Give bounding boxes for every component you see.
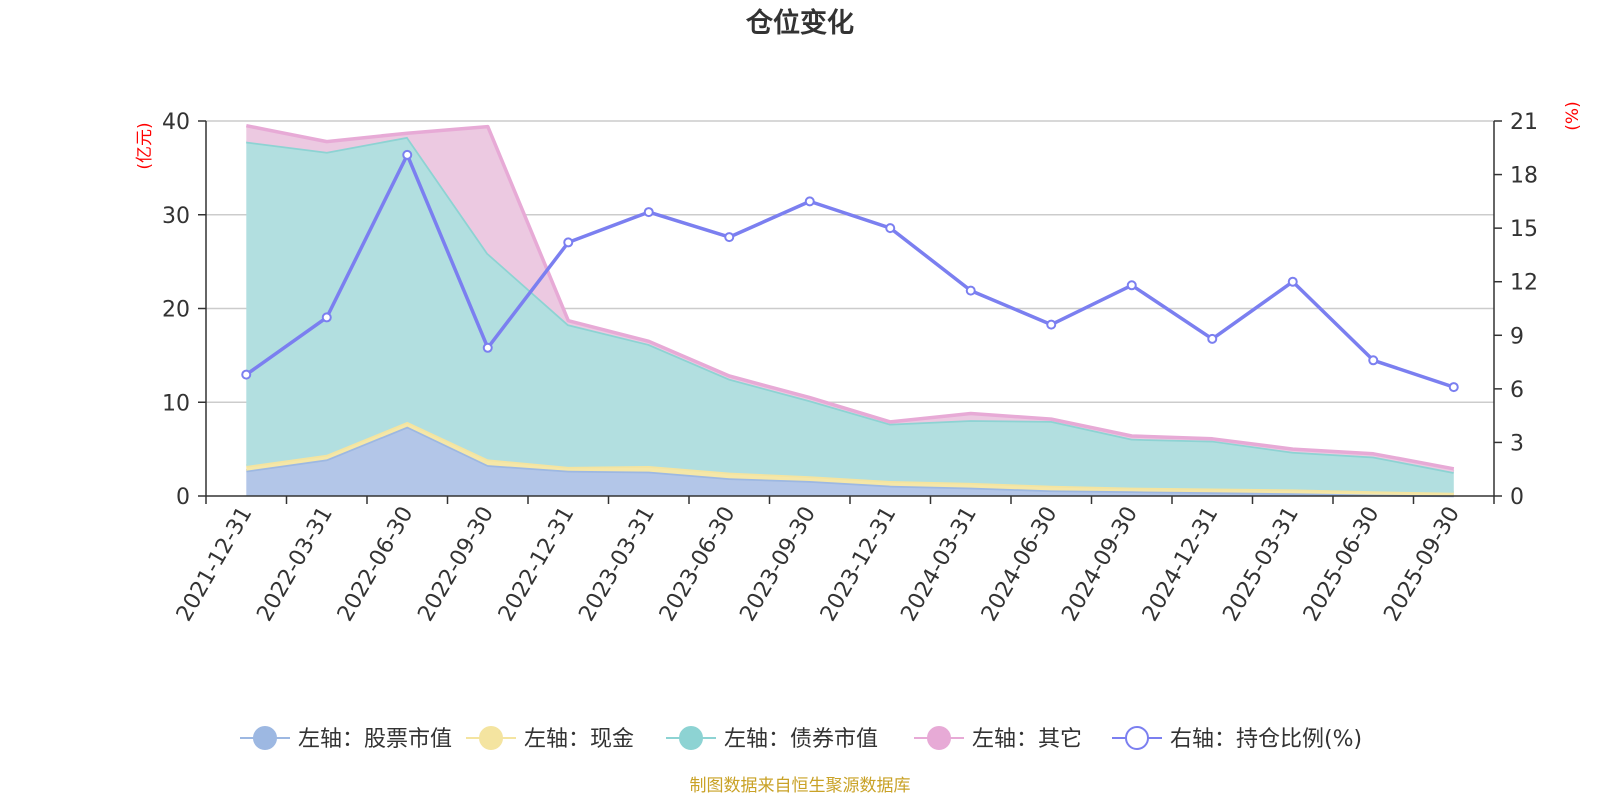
legend-label: 左轴：现金 [524,727,634,752]
ratio-point [1126,280,1137,291]
left-tick-label: 10 [162,391,190,416]
ratio-point [724,232,735,243]
right-tick-label: 6 [1510,378,1524,403]
x-tick-label: 2025-03-31 [1218,503,1304,626]
x-tick-label: 2025-09-30 [1379,503,1465,626]
legend-marker [927,726,951,750]
ratio-point [885,223,896,234]
x-tick-label: 2022-09-30 [413,503,499,626]
chart-title: 仓位变化 [745,7,854,39]
right-tick-label: 15 [1510,217,1538,242]
legend-label: 左轴：其它 [972,727,1082,752]
right-tick-label: 18 [1510,164,1538,189]
ratio-point [1448,382,1459,393]
area-1 [246,421,1454,496]
ratio-point [482,342,493,353]
right-tick-label: 0 [1510,485,1524,510]
legend: 左轴：股票市值 左轴：现金 左轴：债券市值 左轴：其它 右轴：持仓比例(%) [240,726,1362,752]
ratio-point [563,237,574,248]
ratio-point [1046,319,1057,330]
area-edge-3 [245,123,1455,471]
legend-label: 左轴：股票市值 [298,727,452,752]
legend-marker [253,726,277,750]
x-tick-label: 2023-12-31 [816,503,902,626]
x-tick-label: 2022-12-31 [494,503,580,626]
legend-item-2: 左轴：债券市值 [666,726,878,752]
x-tick-label: 2023-09-30 [735,503,821,626]
left-tick-label: 40 [162,110,190,135]
ratio-point [1207,333,1218,344]
x-tick-label: 2024-06-30 [977,503,1063,626]
x-tick-label: 2024-09-30 [1057,503,1143,626]
stacked-areas [245,123,1455,498]
left-tick-label: 0 [176,485,190,510]
right-axis-unit: (%) [1563,101,1583,130]
legend-item-0: 左轴：股票市值 [240,726,452,752]
ratio-point [402,149,413,160]
right-tick-label: 21 [1510,110,1538,135]
x-tick-label: 2023-06-30 [655,503,741,626]
left-axis-unit: (亿元) [135,122,155,169]
x-tick-label: 2023-03-31 [574,503,660,626]
legend-label: 右轴：持仓比例(%) [1170,727,1362,752]
ratio-point [321,312,332,323]
ratio-point [965,285,976,296]
x-tick-label: 2022-03-31 [252,503,338,626]
left-tick-label: 30 [162,204,190,229]
left-tick-label: 20 [162,298,190,323]
ratio-line-path [245,153,1455,389]
ratio-point [241,369,252,380]
ratio-point [1287,276,1298,287]
area-2 [246,136,1454,493]
right-tick-label: 9 [1510,324,1524,349]
legend-marker [479,726,503,750]
ratio-point [1368,355,1379,366]
right-tick-label: 12 [1510,271,1538,296]
source-note: 制图数据来自恒生聚源数据库 [690,776,911,796]
x-tick-label: 2021-12-31 [172,503,258,626]
legend-marker [1125,726,1149,750]
holding-ratio-line [241,149,1459,393]
legend-item-3: 左轴：其它 [914,726,1082,752]
legend-item-4: 右轴：持仓比例(%) [1112,726,1362,752]
x-tick-label: 2024-03-31 [896,503,982,626]
x-tick-label: 2022-06-30 [333,503,419,626]
x-tick-label: 2024-12-31 [1138,503,1224,626]
legend-marker [679,726,703,750]
ratio-point [643,207,654,218]
legend-label: 左轴：债券市值 [724,727,878,752]
ratio-point [804,196,815,207]
x-tick-label: 2025-06-30 [1299,503,1385,626]
right-tick-label: 3 [1510,431,1524,456]
legend-item-1: 左轴：现金 [466,726,634,752]
area-0 [246,426,1454,496]
